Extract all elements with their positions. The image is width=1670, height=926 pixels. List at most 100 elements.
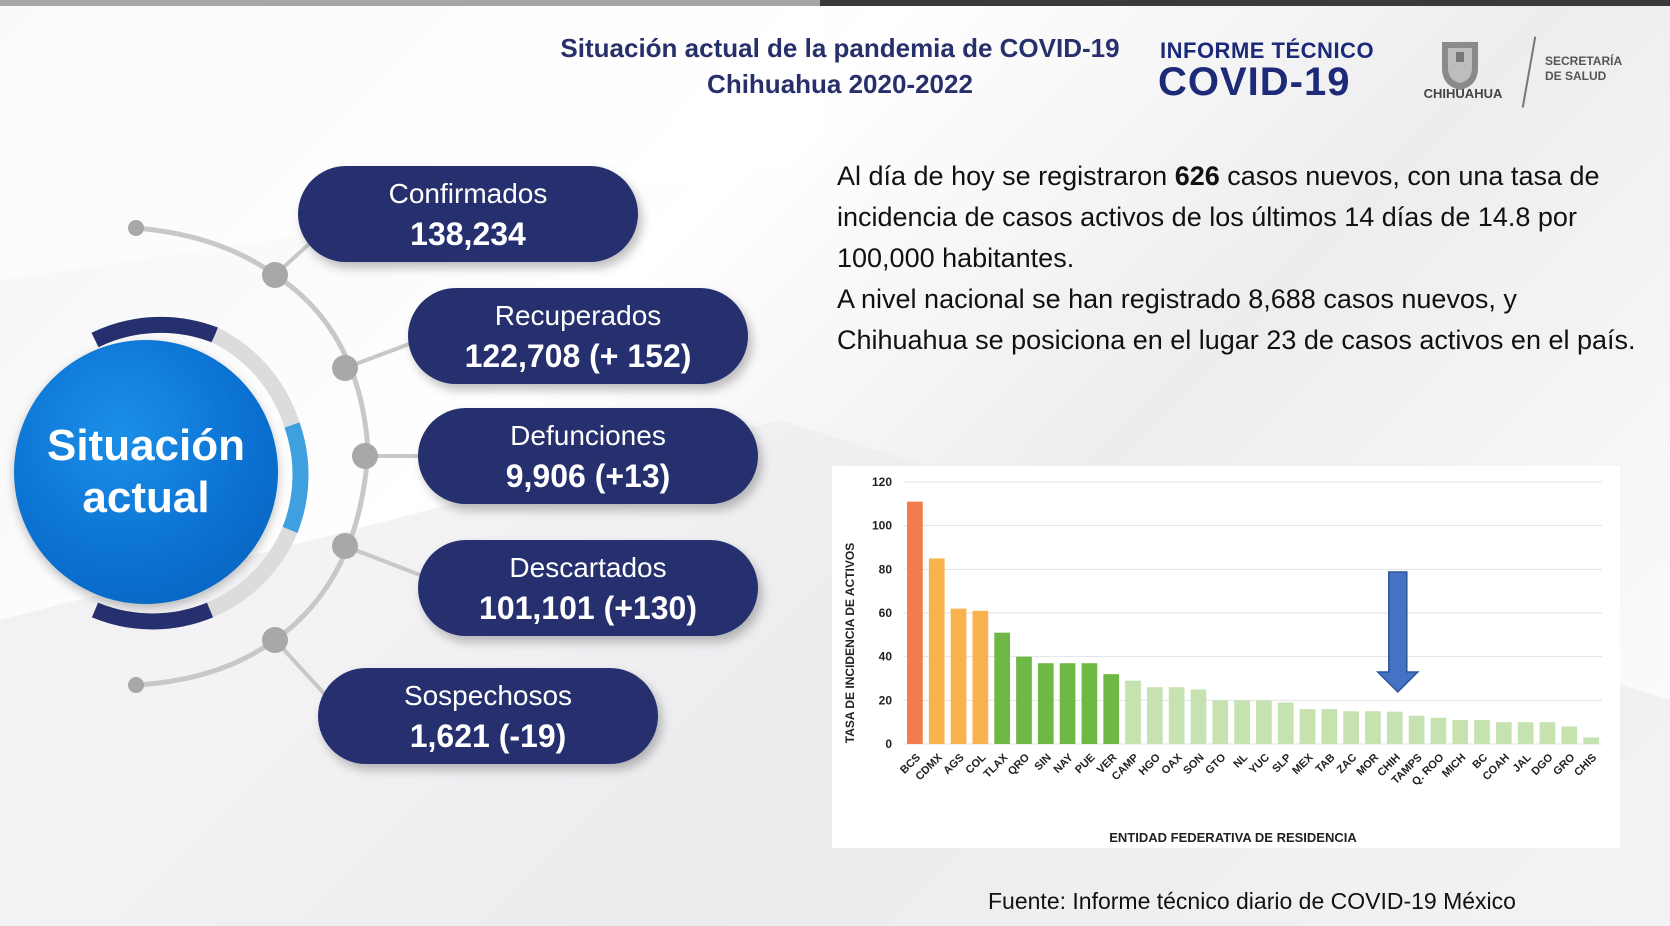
secretaria-line-1: SECRETARÍA [1545, 54, 1623, 68]
bar-camp [1125, 680, 1141, 744]
page-title: Situación actual de la pandemia de COVID… [530, 30, 1150, 102]
card-label: Descartados [509, 552, 667, 583]
y-tick-label: 0 [885, 737, 892, 751]
card-label: Sospechosos [403, 680, 573, 711]
card-value: 9,906 (+13) [505, 458, 671, 494]
situacion-actual-circle: Situación actual [14, 340, 278, 604]
bar-oax [1168, 687, 1185, 744]
card-confirmados: Confirmados 138,234 [298, 166, 638, 262]
y-tick-label: 60 [879, 606, 893, 620]
bar-chis [1583, 737, 1599, 744]
x-tick-label: PUE [1073, 752, 1097, 776]
y-tick-label: 20 [879, 693, 893, 707]
bar-gro [1561, 726, 1578, 744]
card-recuperados: Recuperados 122,708 (+ 152) [408, 288, 748, 384]
summary-paragraph-2: A nivel nacional se han registrado 8,688… [837, 284, 1636, 355]
bar-mich [1452, 719, 1469, 744]
x-tick-label: QRO [1006, 751, 1033, 778]
bar-col [972, 610, 989, 744]
x-tick-label: OAX [1159, 751, 1185, 777]
x-tick-label: GTO [1203, 751, 1229, 777]
bar-ver [1103, 674, 1120, 744]
x-tick-label: ZAC [1335, 752, 1360, 777]
card-value: 1,621 (-19) [409, 718, 567, 754]
bar-slp [1277, 702, 1294, 744]
summary-p1-start: Al día de hoy se registraron [837, 161, 1175, 191]
bar-nl [1234, 700, 1250, 744]
source-note: Fuente: Informe técnico diario de COVID-… [988, 888, 1516, 914]
bar-son [1190, 689, 1207, 744]
card-value: 122,708 (+ 152) [464, 338, 692, 374]
card-defunciones: Defunciones 9,906 (+13) [418, 408, 758, 504]
chihuahua-seal-icon [1442, 42, 1478, 90]
x-tick-label: TAB [1314, 752, 1338, 776]
bar-bc [1474, 719, 1490, 744]
bar-mor [1365, 711, 1381, 744]
card-sospechosos: Sospechosos 1,621 (-19) [318, 668, 658, 764]
bar-mex [1299, 709, 1316, 744]
card-label: Confirmados [388, 178, 548, 209]
chihuahua-label: CHIHUAHUA [1423, 86, 1503, 101]
y-axis-label: TASA DE INCIDENCIA DE ACTIVOS [843, 543, 857, 743]
covid-logo-text: COVID-19 [1158, 60, 1351, 104]
bar-qro [1016, 656, 1032, 744]
x-tick-label: MEX [1290, 751, 1316, 777]
y-tick-label: 40 [879, 650, 893, 664]
card-label: Defunciones [510, 420, 666, 451]
x-axis-label: ENTIDAD FEDERATIVA DE RESIDENCIA [1109, 830, 1357, 845]
x-tick-label: NAY [1052, 751, 1077, 776]
bar-pue [1081, 663, 1098, 744]
x-tick-label: YUC [1247, 752, 1272, 777]
y-tick-label: 80 [879, 562, 893, 576]
y-tick-label: 100 [872, 519, 892, 533]
x-tick-label: HGO [1137, 751, 1164, 778]
situacion-title-line-1: Situación [46, 421, 246, 470]
card-value: 138,234 [410, 216, 526, 252]
bar-jal [1517, 722, 1534, 744]
x-tick-label: SLP [1270, 752, 1294, 776]
x-tick-label: GRO [1551, 751, 1578, 778]
summary-text: Al día de hoy se registraron 626 casos n… [837, 156, 1647, 361]
x-tick-label: MOR [1354, 752, 1381, 779]
connector-lines [91, 220, 430, 702]
x-tick-label: CHIS [1572, 752, 1599, 779]
bar-cdmx [928, 558, 945, 744]
x-tick-label: SIN [1032, 752, 1053, 773]
bar-hgo [1146, 687, 1163, 744]
bar-coah [1495, 722, 1512, 744]
incidence-bar-chart: 0 20 40 60 80 100 120 BCS CDMX AGS COL TLAX QRO SIN NA… [832, 466, 1620, 848]
new-cases-count: 626 [1174, 161, 1220, 191]
title-line-1: Situación actual de la pandemia de COVID… [560, 33, 1120, 63]
bar-zac [1343, 711, 1360, 744]
x-tick-label: TLAX [981, 751, 1010, 780]
card-value: 101,101 (+130) [479, 590, 697, 626]
x-tick-label: MICH [1440, 752, 1468, 780]
y-tick-label: 120 [872, 475, 892, 489]
secretaria-line-2: DE SALUD [1545, 69, 1607, 83]
situacion-title-line-2: actual [82, 473, 210, 522]
bar-sin [1037, 663, 1054, 744]
title-line-2: Chihuahua 2020-2022 [707, 69, 973, 99]
summary-paragraph-1: Al día de hoy se registraron 626 casos n… [837, 156, 1647, 279]
bar-tamps [1408, 715, 1425, 744]
bar-gto [1212, 700, 1229, 744]
bar-yuc [1256, 700, 1272, 744]
bar-tab [1321, 709, 1338, 744]
informe-tecnico-logo-text: INFORME TÉCNICO [1160, 38, 1375, 63]
bar-nay [1059, 663, 1076, 744]
x-tick-label: AGS [941, 752, 966, 777]
summary-p1-end: casos nuevos, con una tasa de incidencia… [837, 161, 1600, 273]
bar-chih [1386, 711, 1403, 744]
top-bar [0, 0, 1670, 6]
bar-qroo [1430, 717, 1447, 744]
x-tick-label: DGO [1529, 751, 1556, 778]
down-arrow-icon [1375, 571, 1420, 694]
bar-tlax [994, 632, 1011, 744]
secretaria-de-salud-label: SECRETARÍA DE SALUD [1545, 54, 1622, 84]
card-label: Recuperados [494, 300, 662, 331]
bar-ags [950, 608, 967, 744]
bar-dgo [1539, 722, 1556, 744]
bar-bcs [907, 501, 923, 744]
card-descartados: Descartados 101,101 (+130) [418, 540, 758, 636]
